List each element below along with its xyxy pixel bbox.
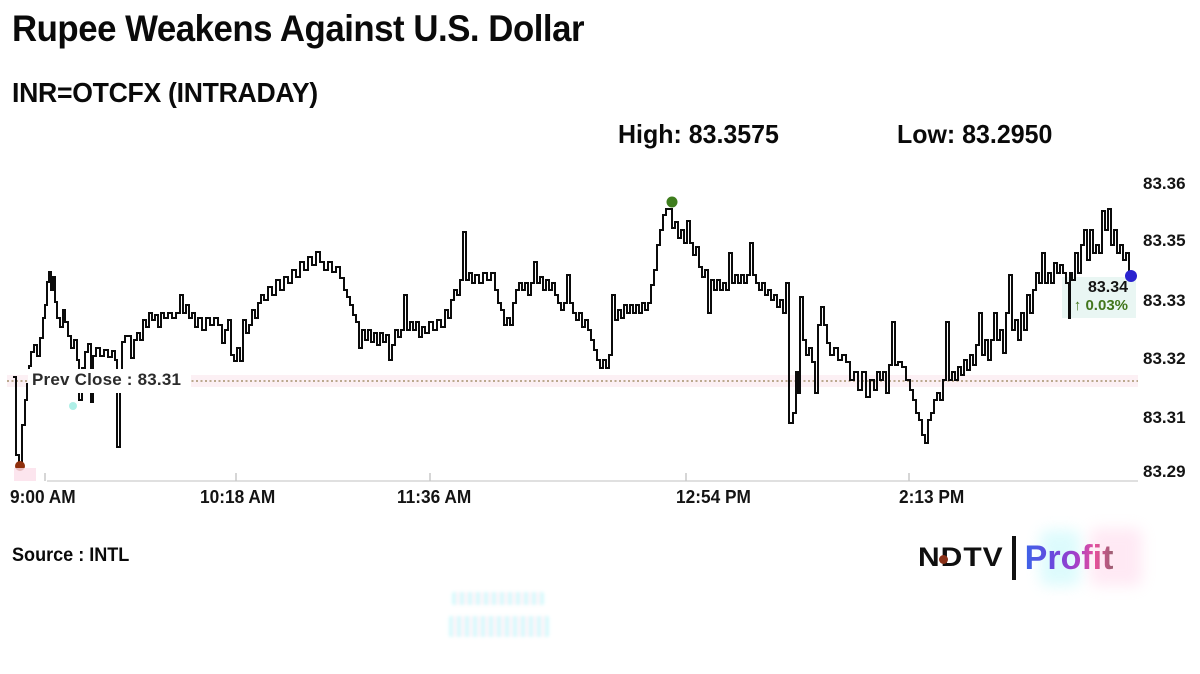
page-title: Rupee Weakens Against U.S. Dollar — [12, 8, 585, 49]
last-price-highlight — [1062, 277, 1136, 318]
left-edge-artifact — [14, 468, 36, 481]
last-price-dot — [1125, 270, 1137, 282]
x-tick-label: 11:36 AM — [397, 487, 472, 507]
y-tick-label: 83.33 — [1143, 291, 1186, 310]
x-tick-label: 10:18 AM — [200, 487, 276, 507]
x-tick-label: 2:13 PM — [899, 487, 965, 507]
watermark-remnant — [449, 616, 549, 637]
y-tick-label: 83.35 — [1143, 231, 1186, 250]
y-tick-label: 83.31 — [1143, 408, 1186, 427]
event-dot — [69, 402, 77, 410]
y-tick-label: 83.32 — [1143, 349, 1186, 368]
y-tick-label: 83.29 — [1143, 462, 1186, 481]
y-tick-label: 83.36 — [1143, 174, 1186, 193]
profit-wordmark: Profit — [1024, 538, 1114, 577]
price-line — [13, 208, 1131, 467]
x-axis-ticks — [44, 473, 910, 481]
ndtv-wordmark: NDTV — [918, 541, 1004, 575]
low-value-label: Low: 83.2950 — [897, 119, 1053, 149]
source-label: Source : INTL — [12, 545, 130, 566]
chart-markers — [15, 196, 1137, 471]
prev-close-label: Prev Close : 83.31 — [28, 369, 192, 393]
instrument-label: INR=OTCFX (INTRADAY) — [12, 77, 318, 108]
x-tick-label: 9:00 AM — [10, 487, 76, 507]
watermark-remnant — [452, 592, 544, 605]
logo-separator — [1011, 536, 1016, 580]
high-value-label: High: 83.3575 — [618, 119, 779, 149]
prev-close-band — [7, 375, 1138, 387]
logo-glow-pink — [1090, 528, 1142, 586]
ndtv-profit-logo: NDTV Profit — [918, 534, 1113, 582]
logo-glow-cyan — [1040, 530, 1080, 586]
session-high-dot — [666, 196, 678, 208]
ndtv-red-dot-icon — [939, 555, 948, 564]
last-change-label: ↑ 0.03% — [1073, 297, 1128, 314]
ndtv-text: NDTV — [918, 542, 1004, 573]
x-tick-label: 12:54 PM — [676, 487, 751, 507]
last-price-label: 83.34 — [1087, 279, 1128, 296]
